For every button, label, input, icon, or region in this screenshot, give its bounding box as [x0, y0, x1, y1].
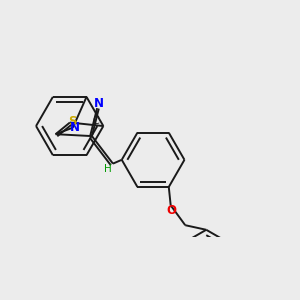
Text: N: N [94, 98, 104, 110]
Text: C: C [92, 116, 99, 126]
Text: O: O [167, 204, 176, 217]
Text: H: H [104, 164, 112, 174]
Text: N: N [70, 121, 80, 134]
Text: S: S [69, 116, 77, 128]
